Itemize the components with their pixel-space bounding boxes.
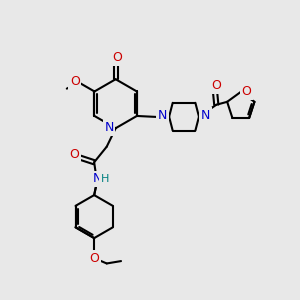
Text: H: H: [101, 174, 109, 184]
Text: O: O: [69, 148, 79, 161]
Text: N: N: [201, 109, 210, 122]
Text: N: N: [104, 121, 114, 134]
Text: O: O: [212, 79, 221, 92]
Text: N: N: [92, 172, 102, 185]
Text: N: N: [158, 109, 167, 122]
Text: O: O: [112, 51, 122, 64]
Text: O: O: [89, 252, 99, 265]
Text: O: O: [241, 85, 251, 98]
Text: O: O: [70, 75, 80, 88]
